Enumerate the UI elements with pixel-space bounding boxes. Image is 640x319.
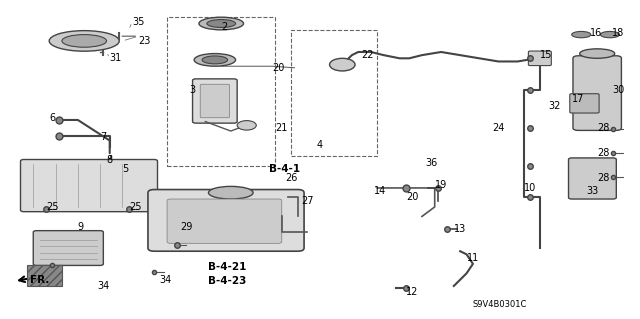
Ellipse shape [572,32,591,38]
Text: 2: 2 [221,22,227,32]
FancyBboxPatch shape [573,56,621,130]
Text: 13: 13 [454,224,466,234]
Text: 20: 20 [272,63,285,73]
Text: 26: 26 [285,174,298,183]
Text: 8: 8 [106,154,113,165]
Bar [291,30,378,156]
Ellipse shape [600,32,620,38]
FancyBboxPatch shape [148,189,304,251]
Text: 36: 36 [425,158,437,168]
FancyBboxPatch shape [167,199,282,243]
Ellipse shape [49,31,119,51]
Text: B-4-23: B-4-23 [209,276,247,286]
FancyBboxPatch shape [570,94,599,113]
Bar [167,17,275,166]
Text: 9: 9 [78,222,84,233]
Text: 24: 24 [492,123,504,133]
Text: 31: 31 [109,53,122,63]
FancyBboxPatch shape [200,84,230,118]
FancyBboxPatch shape [529,51,551,66]
Text: 18: 18 [612,28,624,38]
Text: 5: 5 [122,164,129,174]
Text: 6: 6 [49,113,55,123]
Ellipse shape [207,19,236,27]
Text: 29: 29 [180,222,192,233]
Text: 25: 25 [129,202,141,212]
Text: 16: 16 [589,28,602,38]
Text: 22: 22 [362,50,374,60]
FancyBboxPatch shape [33,231,103,265]
Text: 12: 12 [406,287,419,297]
Text: 11: 11 [467,253,479,263]
Text: 15: 15 [540,50,552,60]
Text: 20: 20 [406,192,419,203]
Text: 23: 23 [138,36,151,46]
Text: 10: 10 [524,183,536,193]
Ellipse shape [202,56,228,64]
Text: 3: 3 [189,85,195,95]
Text: 17: 17 [572,94,584,104]
FancyBboxPatch shape [20,160,157,212]
Text: 34: 34 [159,275,172,285]
Text: 28: 28 [597,174,609,183]
Text: 19: 19 [435,180,447,190]
Text: 33: 33 [586,186,598,196]
Text: 25: 25 [46,202,58,212]
Text: 7: 7 [100,132,106,142]
Text: 30: 30 [612,85,624,95]
Text: 27: 27 [301,196,314,206]
Text: 32: 32 [548,101,561,111]
Text: 21: 21 [275,123,288,133]
Text: 4: 4 [317,140,323,150]
Text: 35: 35 [132,17,145,27]
FancyBboxPatch shape [568,158,616,199]
Text: 28: 28 [597,148,609,158]
Ellipse shape [580,49,614,58]
Text: B-4-1: B-4-1 [269,164,300,174]
Circle shape [237,121,256,130]
Circle shape [330,58,355,71]
Text: FR.: FR. [30,275,49,285]
Bar [27,265,62,286]
Text: S9V4B0301C: S9V4B0301C [473,300,527,309]
Ellipse shape [209,186,253,199]
Ellipse shape [62,34,106,47]
Text: B-4-21: B-4-21 [209,262,247,272]
Text: 34: 34 [97,281,109,291]
Text: 14: 14 [374,186,387,196]
Text: 28: 28 [597,123,609,133]
Ellipse shape [199,17,244,30]
FancyBboxPatch shape [193,79,237,123]
Ellipse shape [194,54,236,66]
